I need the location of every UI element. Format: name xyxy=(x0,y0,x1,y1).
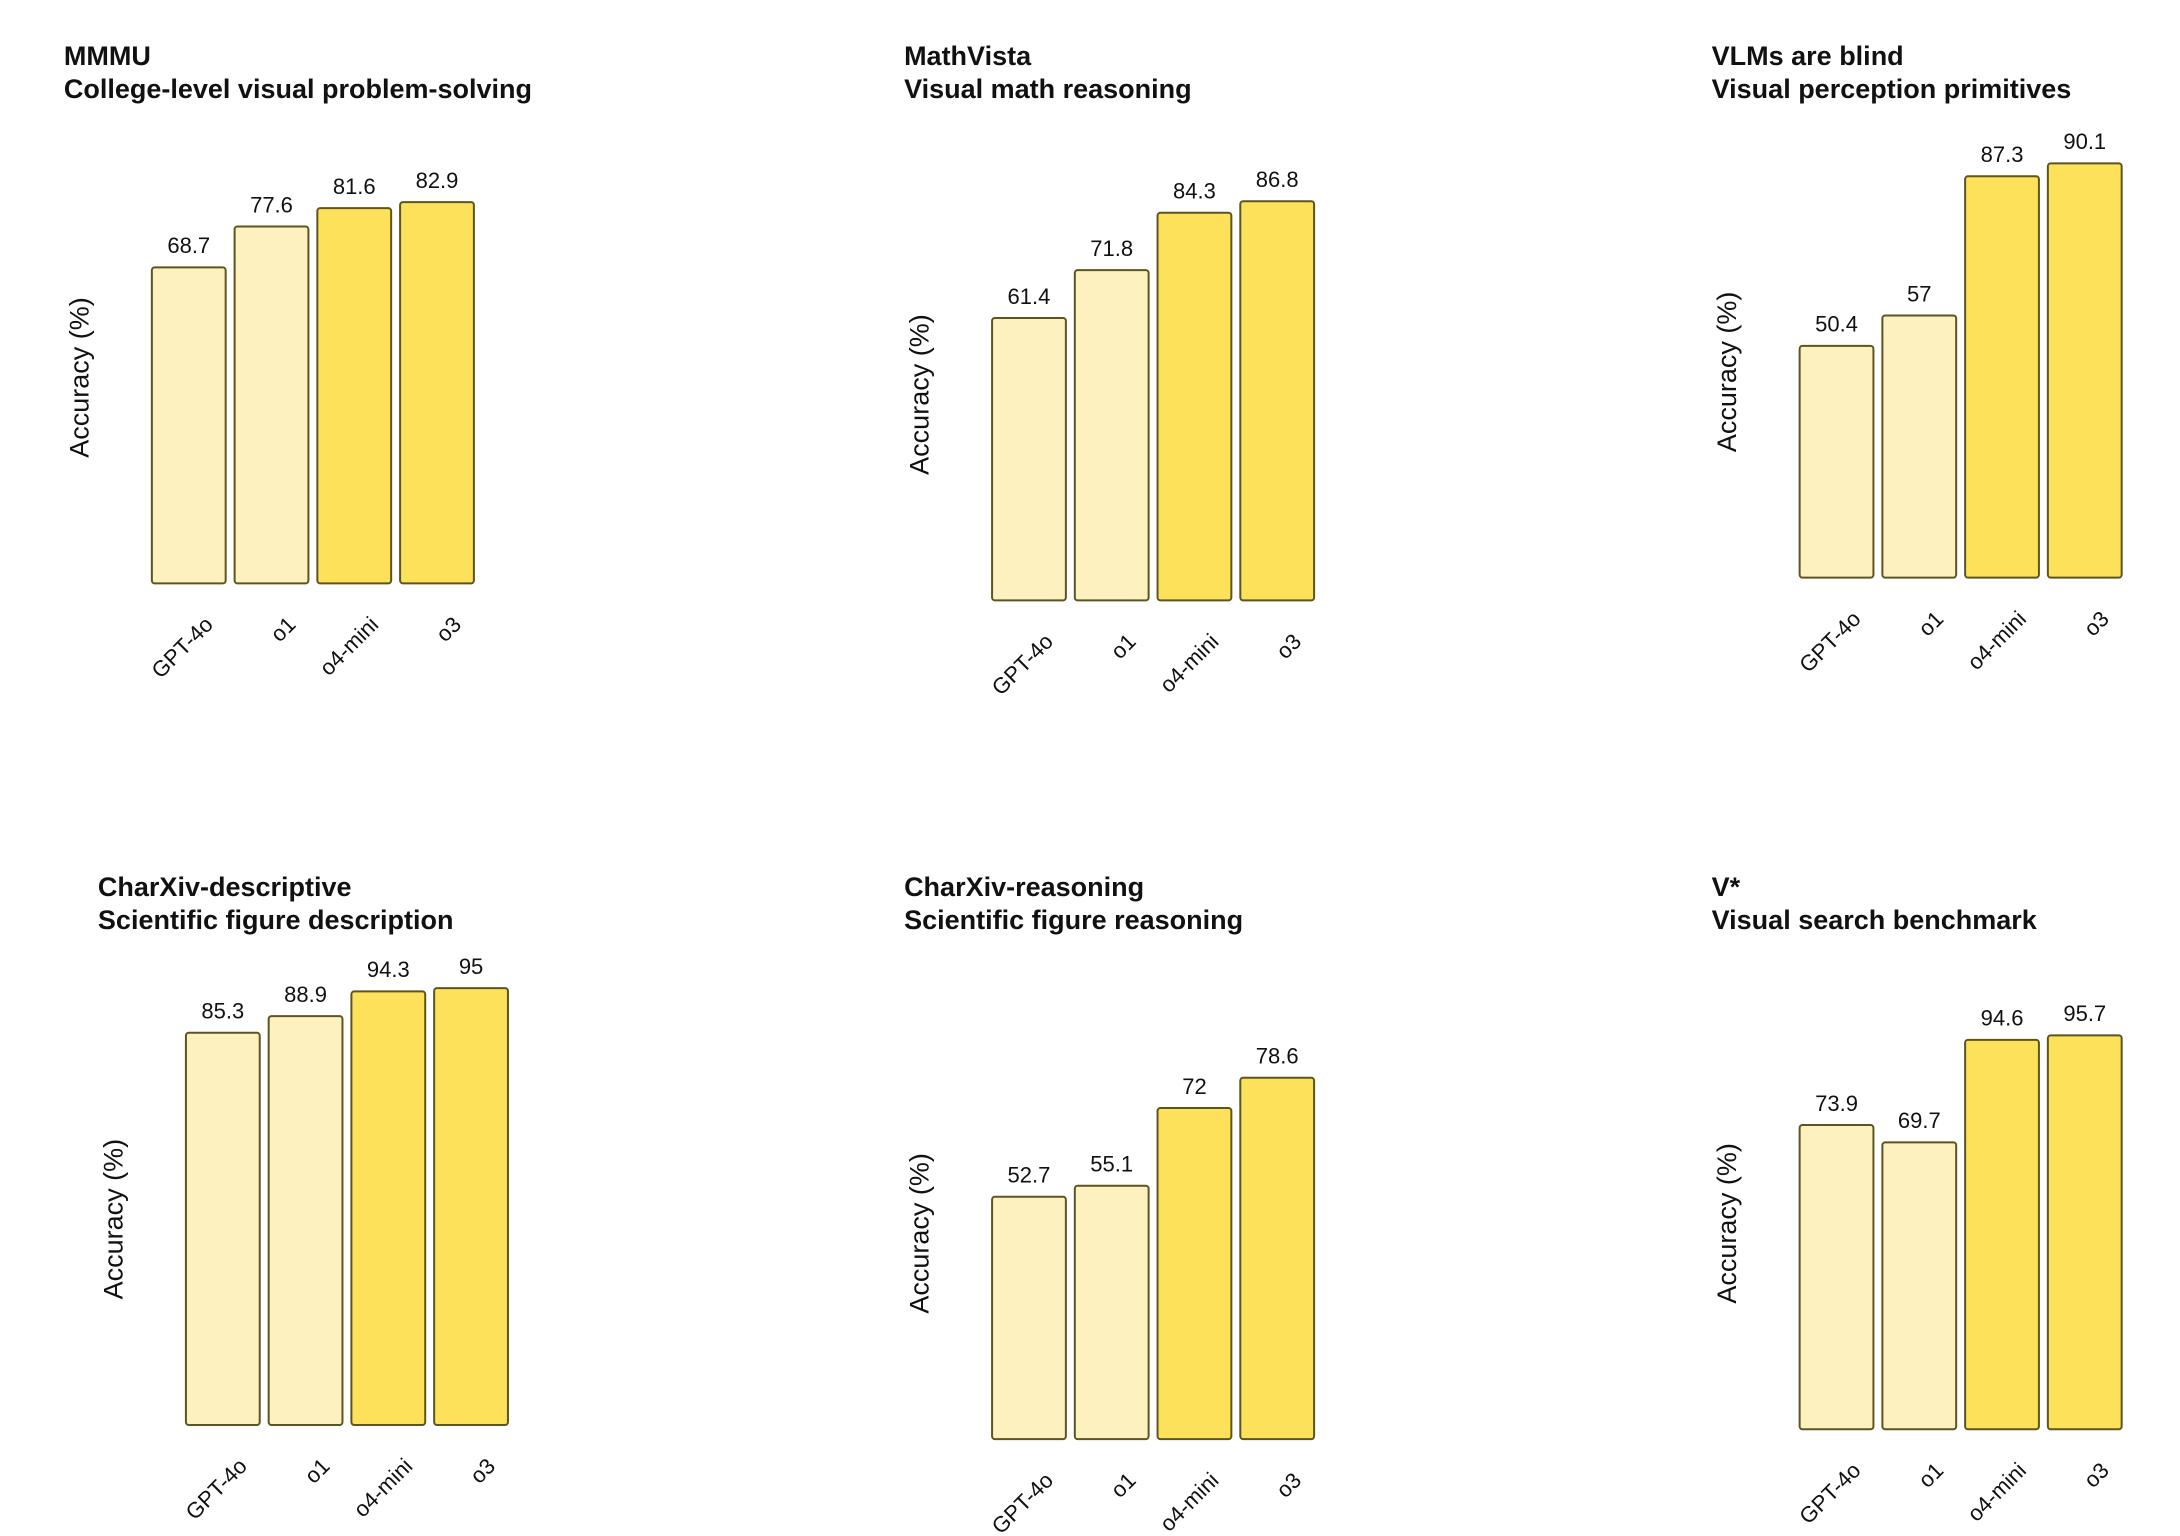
data-label-o3: 78.6 xyxy=(1256,1044,1299,1069)
chart-title-main: MathVista xyxy=(904,40,1032,71)
bar-gpt-4o xyxy=(1798,1124,1875,1431)
bar-gpt-4o xyxy=(1798,344,1875,579)
bar-gpt-4o xyxy=(991,1195,1067,1441)
bar-o3 xyxy=(1239,200,1316,602)
bar-o3 xyxy=(2046,1034,2123,1431)
bar-o1 xyxy=(233,225,310,585)
data-label-o4-mini: 72 xyxy=(1182,1074,1206,1099)
chart-title: CharXiv-reasoning Scientific figure reas… xyxy=(904,871,1243,937)
chart-title-main: CharXiv-descriptive xyxy=(97,872,352,903)
y-axis-label: Accuracy (%) xyxy=(1712,1143,1742,1304)
bar-o4-mini xyxy=(316,207,393,585)
data-label-gpt-4o: 73.9 xyxy=(1815,1091,1858,1116)
data-label-o4-mini: 94.6 xyxy=(1981,1006,2024,1031)
bar-o4-mini xyxy=(1964,1038,2040,1431)
data-label-o4-mini: 94.3 xyxy=(367,957,410,982)
data-label-o3: 95.7 xyxy=(2063,1001,2106,1026)
bar-gpt-4o xyxy=(184,1031,261,1426)
x-tick-label-o4-mini: o4-mini xyxy=(1962,1458,2031,1527)
bar-o3 xyxy=(433,987,509,1426)
bar-o4-mini xyxy=(1156,211,1233,602)
y-axis-label: Accuracy (%) xyxy=(905,314,935,475)
data-label-o3: 82.9 xyxy=(416,168,459,193)
chart-subtitle: College-level visual problem-solving xyxy=(63,73,532,104)
chart-subtitle: Scientific figure reasoning xyxy=(904,905,1244,936)
data-label-o1: 88.9 xyxy=(284,982,327,1007)
bar-o1 xyxy=(1881,1141,1958,1431)
data-label-o3: 86.8 xyxy=(1256,167,1299,192)
x-tick-label-gpt-4o: GPT-4o xyxy=(1794,1458,1865,1529)
bar-gpt-4o xyxy=(991,317,1067,602)
data-label-gpt-4o: 68.7 xyxy=(167,233,210,258)
data-label-o3: 95 xyxy=(459,954,483,979)
chart-subtitle: Visual math reasoning xyxy=(904,73,1192,104)
data-label-o3: 90.1 xyxy=(2063,129,2106,154)
bar-o3 xyxy=(1239,1076,1316,1441)
y-axis-label: Accuracy (%) xyxy=(99,1139,129,1300)
data-label-o4-mini: 87.3 xyxy=(1981,142,2024,167)
data-label-gpt-4o: 50.4 xyxy=(1815,312,1858,337)
bar-o1 xyxy=(1073,269,1150,602)
chart-title: V* Visual search benchmark xyxy=(1712,871,2037,937)
data-label-o1: 55.1 xyxy=(1090,1152,1133,1177)
y-axis-label: Accuracy (%) xyxy=(1712,292,1742,453)
chart-title-main: CharXiv-reasoning xyxy=(904,872,1145,903)
x-tick-label-o1: o1 xyxy=(1913,1458,1948,1493)
data-label-o1: 69.7 xyxy=(1898,1108,1941,1133)
bar-o3 xyxy=(399,201,475,585)
chart-title: MMMU College-level visual problem-solvin… xyxy=(64,40,532,106)
chart-title: VLMs are blind Visual perception primiti… xyxy=(1712,40,2072,106)
bar-o1 xyxy=(1073,1184,1150,1441)
x-tick-label-o3: o3 xyxy=(2079,1458,2114,1493)
data-label-gpt-4o: 85.3 xyxy=(201,999,244,1024)
data-label-o1: 57 xyxy=(1907,281,1931,306)
bar-o4-mini xyxy=(350,990,427,1426)
chart-title-main: MMMU xyxy=(63,40,151,71)
data-label-o1: 77.6 xyxy=(250,192,293,217)
data-label-gpt-4o: 61.4 xyxy=(1008,284,1051,309)
chart-subtitle: Visual perception primitives xyxy=(1711,73,2072,104)
chart-title: CharXiv-descriptive Scientific figure de… xyxy=(98,871,454,937)
bar-gpt-4o xyxy=(150,266,227,585)
chart-subtitle: Scientific figure description xyxy=(97,905,454,936)
bar-o4-mini xyxy=(1156,1107,1233,1441)
chart-title: MathVista Visual math reasoning xyxy=(904,40,1192,106)
data-label-o4-mini: 81.6 xyxy=(333,174,376,199)
bar-o1 xyxy=(267,1015,344,1426)
chart-subtitle: Visual search benchmark xyxy=(1711,905,2037,936)
data-label-o1: 71.8 xyxy=(1090,236,1133,261)
y-axis-label: Accuracy (%) xyxy=(905,1153,935,1314)
y-axis-label: Accuracy (%) xyxy=(64,297,94,458)
data-label-o4-mini: 84.3 xyxy=(1173,179,1216,204)
bar-o4-mini xyxy=(1964,175,2040,579)
bar-o3 xyxy=(2046,162,2123,579)
bar-o1 xyxy=(1881,314,1958,579)
chart-title-main: VLMs are blind xyxy=(1711,40,1904,71)
chart-title-main: V* xyxy=(1711,872,1741,903)
data-label-gpt-4o: 52.7 xyxy=(1008,1163,1051,1188)
